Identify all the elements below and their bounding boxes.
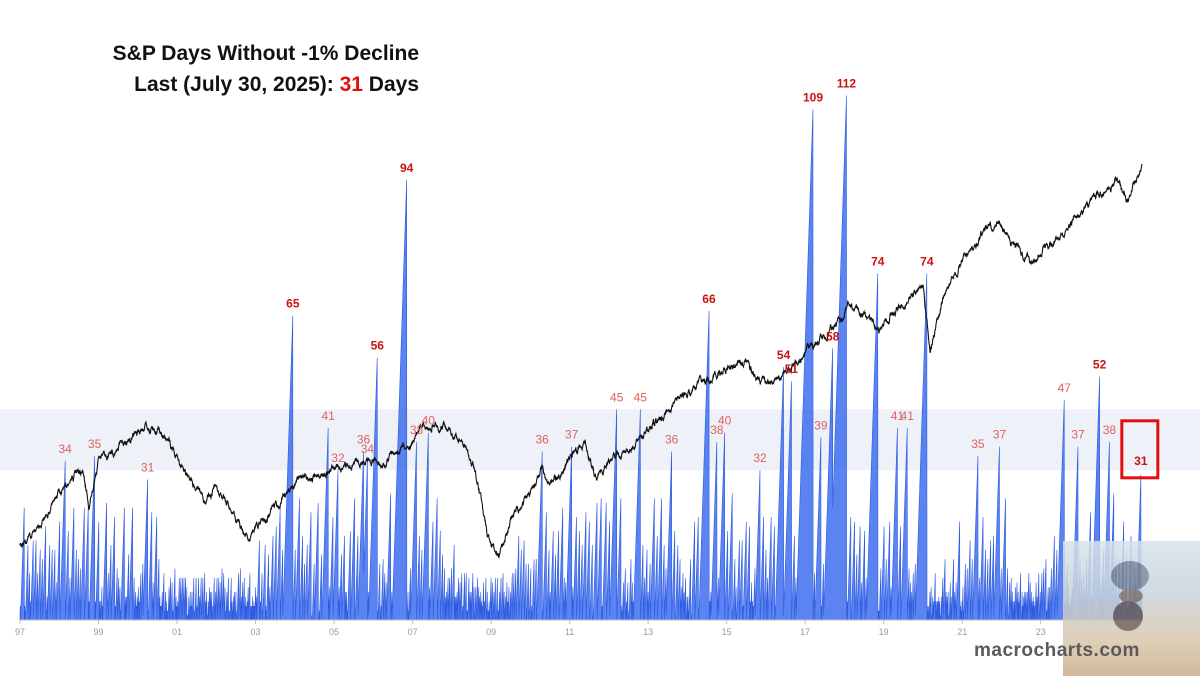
x-tick-label: 03 bbox=[251, 627, 261, 637]
peak-label: 51 bbox=[785, 362, 799, 376]
peak-label: 58 bbox=[826, 329, 840, 343]
x-tick-label: 17 bbox=[800, 627, 810, 637]
peak-label: 34 bbox=[361, 442, 375, 456]
x-tick-label: 11 bbox=[565, 627, 574, 637]
peak-label: 38 bbox=[410, 423, 424, 437]
x-tick-label: 21 bbox=[957, 627, 967, 637]
peak-label: 40 bbox=[718, 414, 732, 428]
x-tick-label: 07 bbox=[408, 627, 418, 637]
peak-label: 36 bbox=[357, 432, 371, 446]
days-series-area bbox=[19, 95, 1143, 621]
peak-label: 74 bbox=[920, 254, 934, 268]
peak-label: 109 bbox=[803, 91, 823, 105]
peak-label: 36 bbox=[665, 432, 679, 446]
peak-label: 40 bbox=[422, 414, 436, 428]
peak-label: 56 bbox=[371, 339, 385, 353]
x-tick-label: 09 bbox=[486, 627, 496, 637]
peak-label: 37 bbox=[565, 428, 579, 442]
watermark: macrocharts.com bbox=[974, 640, 1140, 661]
cairn-photo bbox=[1063, 541, 1200, 676]
peak-label: 35 bbox=[971, 437, 985, 451]
x-tick-label: 13 bbox=[643, 627, 653, 637]
peak-label: 45 bbox=[610, 390, 624, 404]
peak-label: 41 bbox=[891, 409, 905, 423]
peak-label: 32 bbox=[753, 451, 767, 465]
sp500-price-line bbox=[19, 163, 1143, 559]
peak-label: 32 bbox=[331, 451, 345, 465]
peak-label: 112 bbox=[837, 76, 857, 90]
cairn-stone-mid bbox=[1119, 589, 1143, 603]
x-tick-label: 01 bbox=[172, 627, 182, 637]
peak-label: 38 bbox=[1103, 423, 1117, 437]
peak-label: 74 bbox=[871, 254, 885, 268]
chart-title-block: S&P Days Without -1% Decline Last (July … bbox=[113, 38, 419, 100]
peak-label: 39 bbox=[814, 418, 828, 432]
days-series bbox=[19, 95, 1143, 621]
peak-label: 41 bbox=[321, 409, 335, 423]
peak-label: 31 bbox=[1134, 454, 1148, 468]
cairn-stone-base bbox=[1113, 601, 1143, 631]
subtitle-prefix: Last (July 30, 2025): bbox=[134, 73, 334, 96]
highlight-band bbox=[0, 409, 1200, 471]
x-tick-label: 05 bbox=[329, 627, 339, 637]
peak-label: 65 bbox=[286, 297, 300, 311]
peak-label: 94 bbox=[400, 161, 414, 175]
peak-label: 37 bbox=[993, 428, 1007, 442]
x-tick-label: 19 bbox=[879, 627, 889, 637]
peak-label: 52 bbox=[1093, 357, 1107, 371]
x-tick-label: 99 bbox=[94, 627, 104, 637]
peak-label: 35 bbox=[88, 437, 102, 451]
subtitle-suffix: Days bbox=[368, 73, 419, 96]
latest-value-box bbox=[1120, 419, 1160, 480]
chart-title: S&P Days Without -1% Decline bbox=[112, 42, 419, 65]
peak-label: 31 bbox=[141, 461, 155, 475]
cairn-stone-top bbox=[1111, 561, 1149, 591]
peak-label: 38 bbox=[710, 423, 724, 437]
peak-label: 36 bbox=[535, 432, 549, 446]
peak-label: 66 bbox=[702, 292, 716, 306]
x-tick-label: 23 bbox=[1036, 627, 1046, 637]
chart-subtitle: Last (July 30, 2025): 31 Days bbox=[113, 69, 419, 100]
peak-label: 47 bbox=[1058, 381, 1072, 395]
subtitle-value: 31 bbox=[339, 73, 363, 96]
peak-label: 45 bbox=[634, 390, 648, 404]
x-tick-label: 97 bbox=[15, 627, 25, 637]
peak-label: 34 bbox=[58, 442, 72, 456]
peak-label: 37 bbox=[1071, 428, 1085, 442]
peak-label: 41 bbox=[901, 409, 915, 423]
peak-label: 54 bbox=[777, 348, 791, 362]
x-axis-ticks: 97 99 01 03 05 07 09 11 13 15 17 19 21 23 bbox=[15, 620, 1046, 637]
x-tick-label: 15 bbox=[722, 627, 732, 637]
